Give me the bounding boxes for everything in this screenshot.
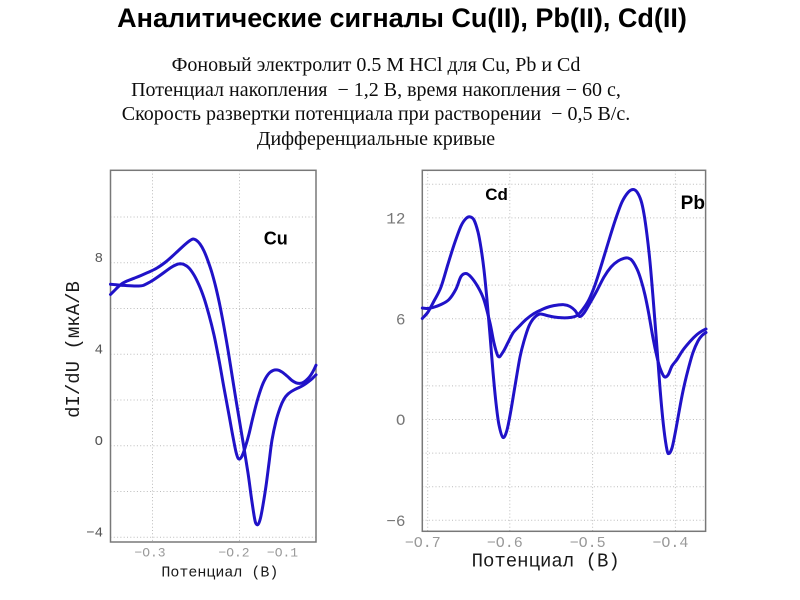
svg-text:6: 6: [396, 311, 406, 329]
svg-text:−4: −4: [86, 525, 103, 541]
svg-text:−O.6: −O.6: [487, 535, 523, 552]
svg-text:8: 8: [95, 251, 103, 267]
svg-text:12: 12: [386, 211, 405, 229]
svg-text:−O.1: −O.1: [267, 546, 298, 561]
svg-text:−O.7: −O.7: [405, 535, 441, 552]
svg-text:Потенциал (В): Потенциал (В): [472, 551, 620, 573]
svg-text:Cu: Cu: [264, 229, 288, 249]
svg-text:O: O: [95, 434, 103, 450]
svg-text:−O.5: −O.5: [570, 535, 606, 552]
svg-text:dI/dU (мкА/В: dI/dU (мкА/В: [63, 281, 85, 418]
svg-text:−O.2: −O.2: [218, 546, 249, 561]
svg-text:−O.3: −O.3: [134, 546, 165, 561]
svg-text:O: O: [396, 412, 406, 430]
svg-text:−O.4: −O.4: [652, 535, 688, 552]
svg-text:4: 4: [95, 342, 103, 358]
svg-text:Pb: Pb: [681, 193, 705, 214]
svg-text:Потенциал (В): Потенциал (В): [161, 565, 278, 582]
svg-text:−6: −6: [386, 513, 405, 531]
svg-text:Cd: Cd: [485, 185, 508, 204]
